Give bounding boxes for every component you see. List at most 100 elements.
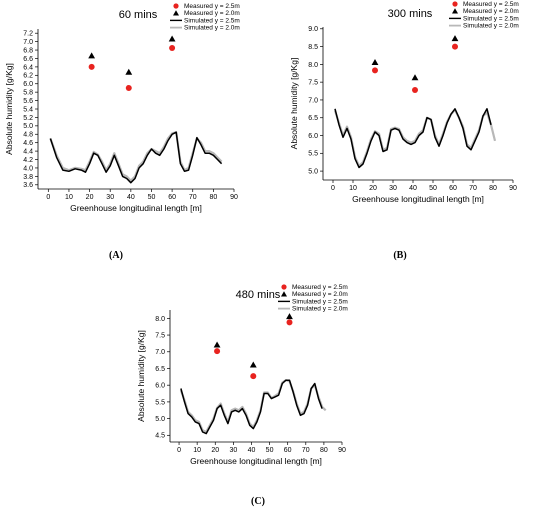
legend-entry-label: Simulated y = 2.0m (184, 25, 240, 32)
measured-2-0m-point (286, 313, 293, 320)
y-tick-label: 5.4 (23, 106, 33, 113)
x-tick-label: 40 (248, 447, 256, 454)
y-tick-label: 6.0 (23, 81, 33, 88)
measured-2-5m-point (214, 348, 221, 355)
y-tick-label: 4.8 (23, 132, 33, 139)
chart-title: 480 mins (236, 289, 281, 301)
y-tick-label: 7.5 (155, 332, 165, 339)
x-tick-label: 40 (127, 194, 135, 201)
x-tick-label: 90 (230, 194, 238, 201)
legend-marker-measured-2-5m (281, 284, 287, 290)
measured-2-0m-point (168, 35, 176, 42)
y-tick-label: 5.5 (155, 399, 165, 406)
y-tick-label: 6.0 (155, 383, 165, 390)
chart-title: 60 mins (119, 9, 158, 21)
y-tick-label: 5.6 (23, 98, 33, 105)
legend-marker-measured-2-0m (452, 8, 458, 14)
measured-2-0m-point (249, 361, 257, 368)
legend-marker-measured-2-0m (173, 10, 179, 16)
y-tick-label: 5.0 (23, 123, 33, 130)
y-tick-label: 7.0 (23, 39, 33, 46)
measured-2-5m-point (169, 44, 176, 51)
y-tick-label: 9.0 (308, 26, 318, 33)
y-tick-label: 6.4 (23, 64, 33, 71)
y-tick-label: 6.5 (308, 115, 318, 122)
y-tick-label: 6.5 (155, 366, 165, 373)
x-tick-label: 10 (349, 185, 357, 192)
legend-marker-measured-2-5m (452, 1, 458, 7)
legend-marker-measured-2-5m (173, 3, 179, 9)
x-tick-label: 20 (211, 447, 219, 454)
y-tick-label: 7.0 (155, 349, 165, 356)
y-tick-label: 4.0 (23, 165, 33, 172)
x-tick-label: 0 (46, 194, 50, 201)
x-tick-label: 50 (429, 185, 437, 192)
measured-2-5m-point (412, 86, 418, 93)
x-tick-label: 50 (148, 194, 156, 201)
measured-2-0m-point (88, 52, 96, 59)
y-tick-label: 3.6 (23, 182, 33, 189)
y-tick-label: 8.0 (308, 62, 318, 69)
x-tick-label: 30 (229, 447, 237, 454)
x-tick-label: 70 (302, 447, 310, 454)
measured-2-0m-point (371, 58, 379, 65)
measured-2-0m-point (411, 74, 419, 81)
x-axis-label: Greenhouse longitudinal length [m] (352, 194, 484, 204)
x-tick-label: 40 (409, 185, 417, 192)
y-tick-label: 5.0 (308, 169, 318, 176)
x-tick-label: 20 (86, 194, 94, 201)
simulated-2-5m-line (334, 108, 492, 169)
x-tick-label: 80 (320, 447, 328, 454)
measured-2-0m-point (451, 35, 459, 42)
y-tick-label: 7.0 (308, 97, 318, 104)
x-tick-label: 60 (284, 447, 292, 454)
y-tick-label: 4.5 (155, 433, 165, 440)
y-tick-label: 8.5 (308, 44, 318, 51)
y-tick-label: 6.0 (308, 133, 318, 140)
y-tick-label: 6.2 (23, 73, 33, 80)
x-tick-label: 30 (106, 194, 114, 201)
x-tick-label: 0 (331, 185, 335, 192)
measured-2-5m-point (125, 84, 132, 91)
y-axis-label: Absolute humidity [g/Kg] (289, 58, 299, 150)
y-tick-label: 5.5 (308, 151, 318, 158)
x-tick-label: 0 (177, 447, 181, 454)
y-tick-label: 5.0 (155, 416, 165, 423)
measured-2-5m-point (372, 67, 378, 74)
legend-marker-measured-2-0m (281, 291, 287, 297)
x-axis-label: Greenhouse longitudinal length [m] (70, 203, 202, 213)
measured-2-0m-point (125, 68, 133, 75)
y-tick-label: 4.2 (23, 157, 33, 164)
simulated-2-0m-line (179, 379, 327, 434)
simulated-2-5m-line (180, 379, 323, 435)
y-axis-label: Absolute humidity [g/Kg] (136, 330, 146, 422)
chart-panel-480-mins: 480 mins 0 10 20 30 40 50 60 70 80 90 4.5 5.0 5.5 6.0 6… (136, 284, 348, 466)
y-tick-label: 5.8 (23, 90, 33, 97)
legend-entry-label: Measured y = 2.0m (292, 291, 348, 298)
y-tick-label: 6.8 (23, 47, 33, 54)
measured-2-5m-point (88, 63, 95, 70)
x-tick-label: 90 (509, 185, 517, 192)
y-tick-label: 3.8 (23, 174, 33, 181)
y-tick-label: 8.0 (155, 316, 165, 323)
legend-entry-label: Measured y = 2.0m (184, 10, 240, 17)
legend-entry-label: Measured y = 2.5m (463, 1, 519, 8)
x-tick-label: 10 (65, 194, 73, 201)
x-tick-label: 30 (389, 185, 397, 192)
legend-entry-label: Simulated y = 2.0m (463, 23, 519, 30)
x-tick-label: 50 (266, 447, 274, 454)
panel-label-b: (B) (393, 250, 406, 261)
x-axis-label: Greenhouse longitudinal length [m] (190, 456, 322, 466)
panel-label-a: (A) (109, 250, 123, 261)
x-tick-label: 60 (168, 194, 176, 201)
simulated-2-5m-line (49, 131, 223, 184)
x-tick-label: 60 (449, 185, 457, 192)
legend-entry-label: Simulated y = 2.5m (292, 298, 348, 305)
x-tick-label: 10 (193, 447, 201, 454)
x-tick-label: 70 (469, 185, 477, 192)
